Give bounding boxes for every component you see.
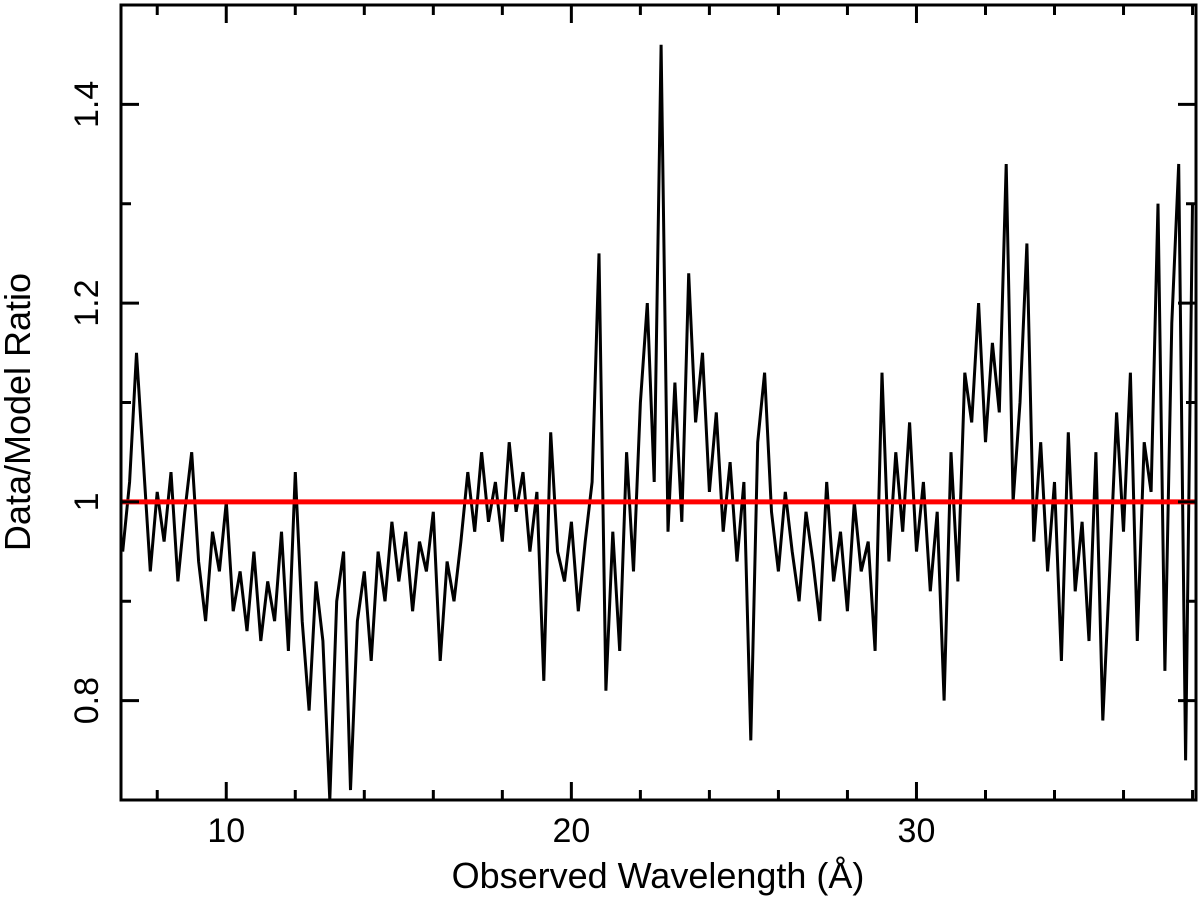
- data-line: [121, 44, 1194, 800]
- y-axis-label: Data/Model Ratio: [0, 273, 38, 551]
- x-tick-label: 10: [207, 812, 245, 850]
- y-tick-label: 0.8: [68, 677, 106, 724]
- x-axis-label: Observed Wavelength (Å): [452, 855, 865, 896]
- y-tick-label: 1.2: [68, 279, 106, 326]
- x-tick-label: 30: [898, 812, 936, 850]
- plot-frame: [119, 3, 1198, 802]
- y-tick-label: 1: [68, 492, 106, 511]
- x-tick-label: 20: [552, 812, 590, 850]
- y-tick-label: 1.4: [68, 81, 106, 128]
